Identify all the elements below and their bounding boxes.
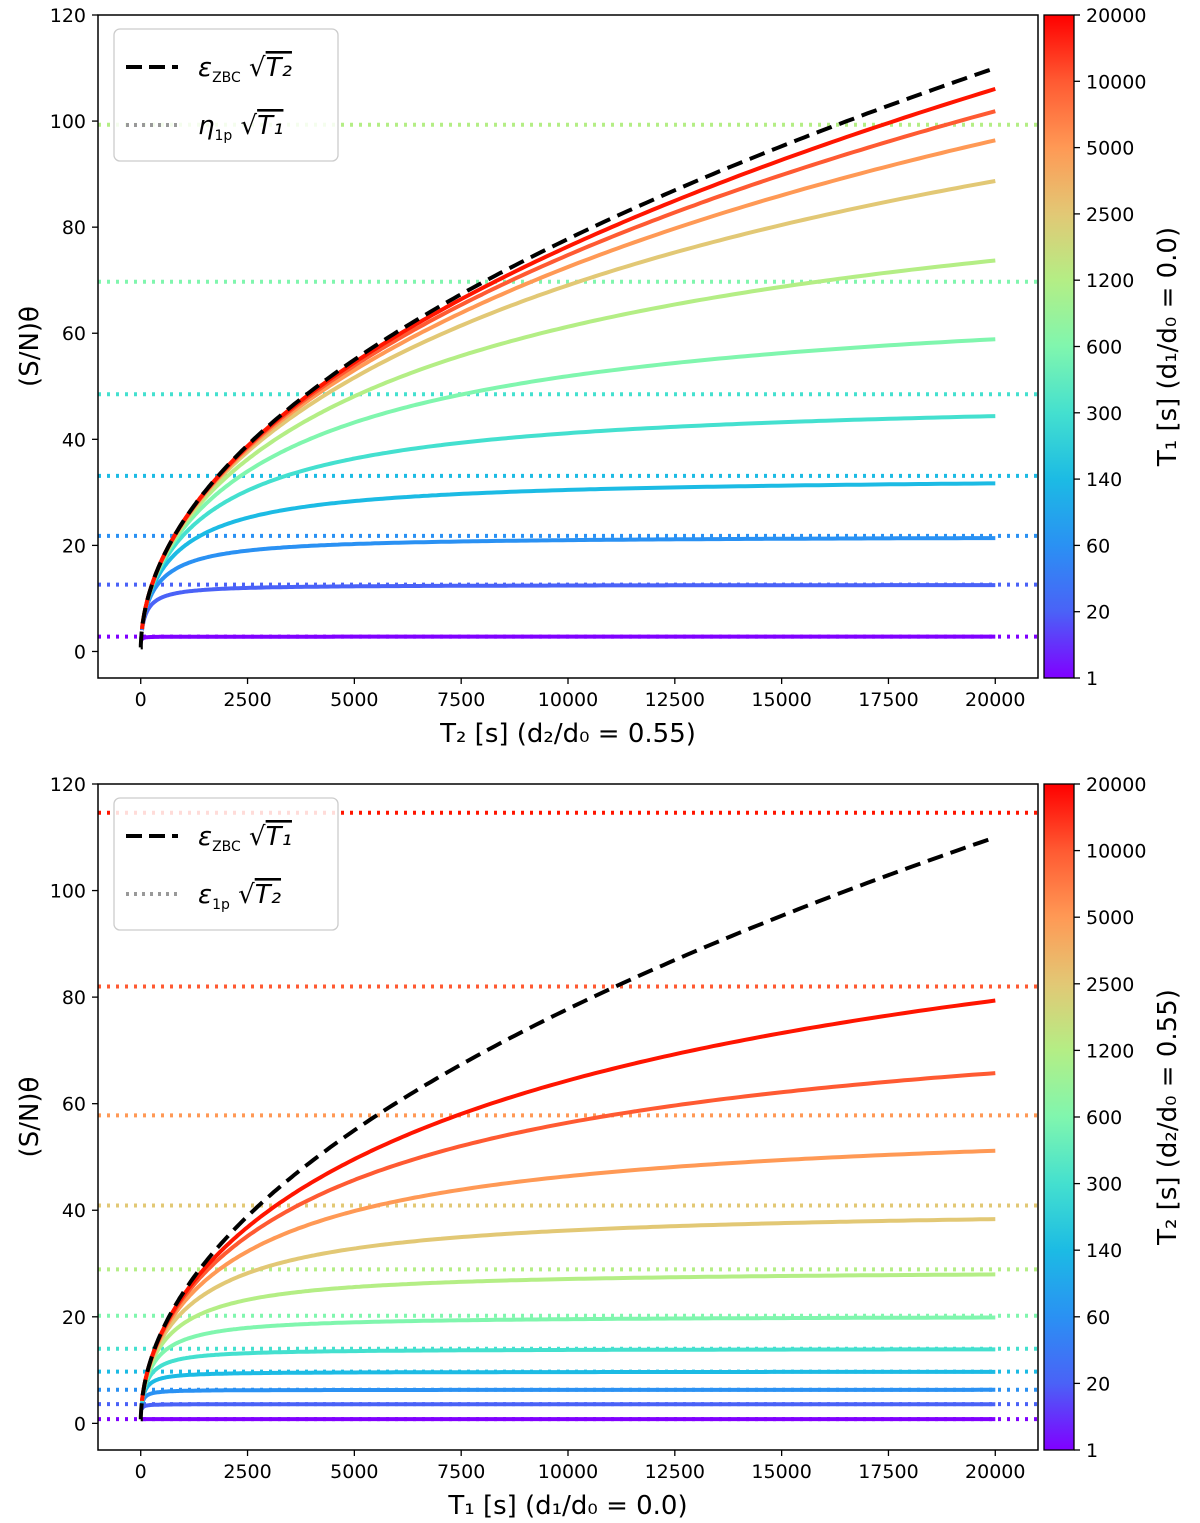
colorbar-tick-label: 20000: [1086, 5, 1146, 27]
reference-curve: [138, 66, 996, 650]
colorbar-label: T₁ [s] (d₁/d₀ = 0.0): [1153, 227, 1183, 467]
x-axis-label: T₂ [s] (d₂/d₀ = 0.55): [439, 719, 696, 749]
colorbar-tick-label: 10000: [1086, 71, 1146, 93]
series-line-8: [140, 138, 996, 631]
x-tick-label: 2500: [223, 1461, 271, 1483]
colorbar: [1043, 14, 1075, 679]
series-line-4: [140, 1347, 996, 1404]
x-tick-label: 12500: [645, 689, 705, 711]
legend: εZBC √T₁ ε1p √T₂: [113, 797, 339, 931]
plot-area: [98, 66, 1038, 650]
y-tick-label: 0: [74, 641, 86, 663]
x-tick-label: 5000: [330, 689, 378, 711]
y-tick-label: 20: [62, 535, 86, 557]
colorbar-tick-label: 140: [1086, 1240, 1122, 1262]
legend-box: [113, 797, 339, 931]
top-panel: 0 2500 5000 7500 10000 12500 15000 17500 2000002…: [15, 5, 1183, 749]
x-tick-label: 0: [135, 689, 147, 711]
colorbar-tick-label: 2500: [1086, 204, 1134, 226]
series-line-5: [140, 1315, 996, 1404]
colorbar-tick-label: 140: [1086, 469, 1122, 491]
y-tick-label: 60: [62, 1094, 86, 1116]
series-line-0: [140, 634, 996, 641]
y-tick-label: 100: [50, 111, 86, 133]
legend-box: [113, 28, 339, 162]
colorbar-tick-label: 60: [1086, 1307, 1110, 1329]
colorbar-tick-label: 60: [1086, 535, 1110, 557]
colorbar-tick-label: 10000: [1086, 841, 1146, 863]
series-line-3: [140, 481, 996, 631]
legend-label-1: ε1p √T₂: [198, 880, 281, 913]
colorbar-tick-label: 1: [1086, 668, 1098, 690]
x-tick-label: 0: [135, 1461, 147, 1483]
series-line-9: [140, 109, 996, 631]
x-tick-label: 10000: [538, 1461, 598, 1483]
series-line-3: [140, 1369, 996, 1405]
y-axis-label: (S/N)θ: [15, 1077, 45, 1158]
colorbar-tick-label: 600: [1086, 1107, 1122, 1129]
colorbar-tick-label: 300: [1086, 1174, 1122, 1196]
x-tick-label: 15000: [751, 1461, 811, 1483]
series-line-2: [140, 536, 996, 632]
colorbar-tick-label: 1200: [1086, 1040, 1134, 1062]
colorbar-tick-label: 20: [1086, 602, 1110, 624]
x-tick-label: 17500: [858, 1461, 918, 1483]
y-tick-label: 60: [62, 323, 86, 345]
y-tick-label: 40: [62, 429, 86, 451]
series-line-1: [140, 583, 996, 632]
y-tick-label: 80: [62, 987, 86, 1009]
colorbar-tick-label: 600: [1086, 337, 1122, 359]
y-tick-label: 80: [62, 217, 86, 239]
colorbar-tick-label: 5000: [1086, 138, 1134, 160]
series-line-10: [140, 998, 996, 1403]
series-line-4: [140, 414, 996, 631]
colorbar: [1043, 783, 1075, 1451]
x-tick-label: 15000: [751, 689, 811, 711]
legend: εZBC √T₂ η1p √T₁: [113, 28, 339, 162]
colorbar-tick-label: 2500: [1086, 974, 1134, 996]
legend-label-1: η1p √T₁: [198, 111, 283, 144]
series-line-2: [140, 1387, 996, 1407]
x-tick-label: 7500: [437, 689, 485, 711]
series-line-6: [140, 1272, 996, 1403]
y-tick-label: 0: [74, 1413, 86, 1435]
y-tick-label: 120: [50, 5, 86, 27]
x-axis-label: T₁ [s] (d₁/d₀ = 0.0): [447, 1491, 687, 1521]
y-axis-label: (S/N)θ: [15, 306, 45, 387]
x-tick-label: 12500: [645, 1461, 705, 1483]
colorbar-tick-label: 300: [1086, 403, 1122, 425]
x-tick-label: 7500: [437, 1461, 485, 1483]
colorbar-tick-label: 1200: [1086, 270, 1134, 292]
colorbar-tick-label: 20: [1086, 1373, 1110, 1395]
y-tick-label: 100: [50, 881, 86, 903]
plot-area: [98, 810, 1038, 1422]
series-line-6: [140, 258, 996, 631]
y-tick-label: 120: [50, 774, 86, 796]
reference-curve: [138, 835, 996, 1422]
colorbar-tick-label: 1: [1086, 1440, 1098, 1462]
x-tick-label: 2500: [223, 689, 271, 711]
colorbar-tick-label: 5000: [1086, 907, 1134, 929]
colorbar-tick-label: 20000: [1086, 774, 1146, 796]
x-tick-label: 5000: [330, 1461, 378, 1483]
x-tick-label: 20000: [965, 1461, 1025, 1483]
x-tick-label: 10000: [538, 689, 598, 711]
legend-label-0: εZBC √T₁: [198, 822, 292, 855]
legend-label-0: εZBC √T₂: [198, 53, 292, 86]
colorbar-label: T₂ [s] (d₂/d₀ = 0.55): [1153, 989, 1183, 1246]
series-line-1: [140, 1402, 996, 1411]
bottom-panel: 0 2500 5000 7500 10000 12500 15000 17500 2000002…: [15, 774, 1183, 1521]
y-tick-label: 20: [62, 1307, 86, 1329]
y-tick-label: 40: [62, 1200, 86, 1222]
x-tick-label: 17500: [858, 689, 918, 711]
x-tick-label: 20000: [965, 689, 1025, 711]
